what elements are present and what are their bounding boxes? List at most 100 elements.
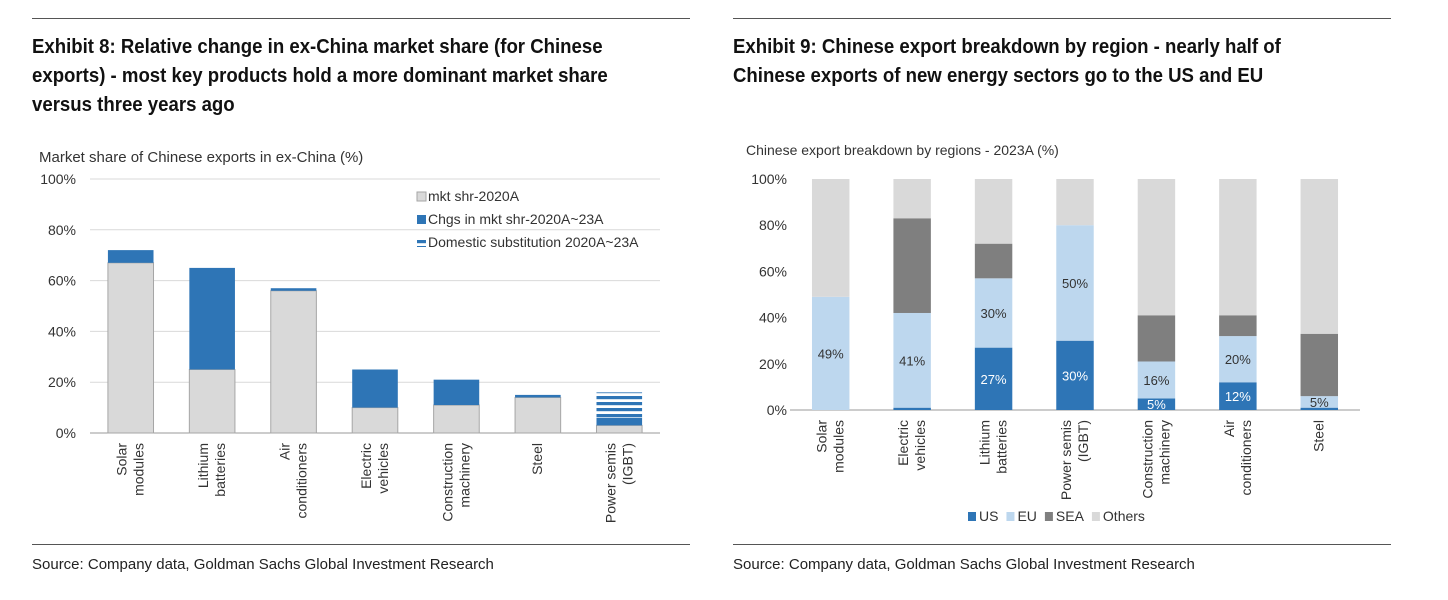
data-label: 30%	[981, 306, 1007, 321]
legend-label: US	[979, 508, 998, 524]
x-tick-label: Airconditioners	[277, 443, 310, 519]
bar-segment	[596, 392, 643, 418]
top-rule	[733, 18, 1391, 19]
title-line: Chinese exports of new energy sectors go…	[733, 65, 1264, 87]
bar-segment	[1137, 398, 1176, 410]
x-tick-label: Constructionmachinery	[439, 443, 472, 522]
x-tick-label: Airconditioners	[1221, 420, 1254, 496]
x-tick-label: Solarmodules	[814, 420, 847, 473]
top-rule	[32, 18, 690, 19]
x-tick-line: (IGBT)	[1075, 420, 1091, 462]
data-label: 16%	[1143, 373, 1169, 388]
x-tick-label: Lithiumbatteries	[195, 443, 228, 497]
bar-segment	[893, 407, 931, 410]
y-tick-label: 100%	[40, 171, 76, 187]
bar-segment	[107, 250, 154, 263]
bottom-rule	[733, 544, 1391, 545]
data-label: 5%	[1310, 395, 1329, 410]
bar-segment	[1300, 179, 1339, 334]
bar-segment	[352, 369, 398, 408]
legend-label: SEA	[1056, 508, 1085, 524]
bar-segment	[595, 424, 643, 434]
exhibit-8-title: Exhibit 8: Relative change in ex-China m…	[32, 33, 637, 120]
y-tick-label: 20%	[759, 356, 787, 372]
x-tick-line: conditioners	[1238, 420, 1254, 496]
bar-segment	[433, 404, 480, 434]
legend-swatch	[1006, 512, 1015, 521]
x-tick-label: Electricvehicles	[358, 443, 391, 494]
x-tick-line: modules	[831, 420, 847, 473]
x-tick-line: batteries	[212, 443, 228, 497]
legend-label: Others	[1103, 508, 1145, 524]
y-tick-label: 80%	[48, 222, 76, 238]
bar-segment	[974, 347, 1013, 410]
exhibit-8-panel: Exhibit 8: Relative change in ex-China m…	[32, 0, 690, 600]
data-label: 27%	[981, 372, 1007, 387]
bar-segment	[107, 262, 155, 434]
bar-segment	[351, 407, 399, 434]
bar-segment	[1056, 179, 1094, 226]
bar-segment	[974, 179, 1013, 244]
legend-swatch	[417, 215, 426, 224]
exhibit-9-panel: Exhibit 9: Chinese export breakdown by r…	[733, 0, 1391, 600]
market-share-chart: Market share of Chinese exports in ex-Ch…	[39, 149, 660, 523]
data-label: 49%	[818, 346, 844, 361]
source-note: Source: Company data, Goldman Sachs Glob…	[32, 556, 494, 573]
y-tick-label: 0%	[767, 402, 787, 418]
bar-segment	[893, 312, 931, 408]
y-tick-label: 0%	[56, 425, 76, 441]
x-tick-label: Steel	[529, 443, 545, 475]
y-tick-label: 40%	[48, 323, 76, 339]
bar-segment	[189, 267, 235, 370]
legend-swatch	[1044, 512, 1053, 521]
x-tick-line: Air	[1221, 420, 1237, 437]
bar-segment	[1219, 336, 1257, 383]
data-label: 30%	[1062, 368, 1088, 383]
bar-segment	[514, 396, 562, 434]
exhibit-9-title: Exhibit 9: Chinese export breakdown by r…	[733, 33, 1338, 91]
x-tick-line: Lithium	[195, 443, 211, 488]
title-line: exports) - most key products hold a more…	[32, 65, 608, 87]
x-tick-line: Steel	[1310, 420, 1326, 452]
title-line: Exhibit 9: Chinese export breakdown by r…	[733, 36, 1281, 58]
bar-segment	[270, 288, 317, 291]
y-tick-label: 20%	[48, 374, 76, 390]
legend-label: mkt shr-2020A	[428, 188, 520, 204]
x-tick-line: Steel	[529, 443, 545, 475]
bar-segment	[893, 218, 931, 313]
bar-segment	[515, 394, 561, 398]
legend-swatch	[968, 512, 976, 521]
x-tick-line: vehicles	[375, 443, 391, 494]
y-tick-label: 60%	[759, 263, 787, 279]
bar-segment	[433, 379, 480, 406]
x-tick-line: Solar	[114, 443, 130, 476]
x-tick-line: modules	[131, 443, 147, 496]
bar-segment	[270, 290, 317, 434]
legend-label: EU	[1017, 508, 1036, 524]
x-tick-line: machinery	[456, 443, 472, 508]
bar-segment	[974, 278, 1013, 348]
bar-segment	[1137, 179, 1176, 316]
bar-segment	[1219, 179, 1257, 316]
bar-segment	[596, 417, 643, 426]
title-line: versus three years ago	[32, 94, 235, 116]
data-label: 12%	[1225, 389, 1251, 404]
legend-swatch	[1091, 512, 1100, 521]
bar-segment	[1137, 315, 1176, 362]
x-tick-line: Solar	[814, 420, 830, 453]
x-tick-line: Electric	[358, 443, 374, 489]
bar-segment	[811, 179, 850, 297]
x-tick-label: Solarmodules	[114, 443, 147, 496]
bar-segment	[1300, 407, 1339, 410]
y-tick-label: 40%	[759, 310, 787, 326]
x-tick-line: Electric	[895, 420, 911, 466]
legend-swatch	[416, 191, 427, 202]
data-label: 20%	[1225, 352, 1251, 367]
bar-segment	[188, 369, 236, 434]
x-tick-line: conditioners	[294, 443, 310, 519]
y-tick-label: 60%	[48, 273, 76, 289]
x-tick-line: (IGBT)	[619, 443, 635, 485]
bar-segment	[1056, 340, 1094, 410]
bar-segment	[1056, 225, 1094, 341]
x-tick-line: Air	[277, 443, 293, 460]
